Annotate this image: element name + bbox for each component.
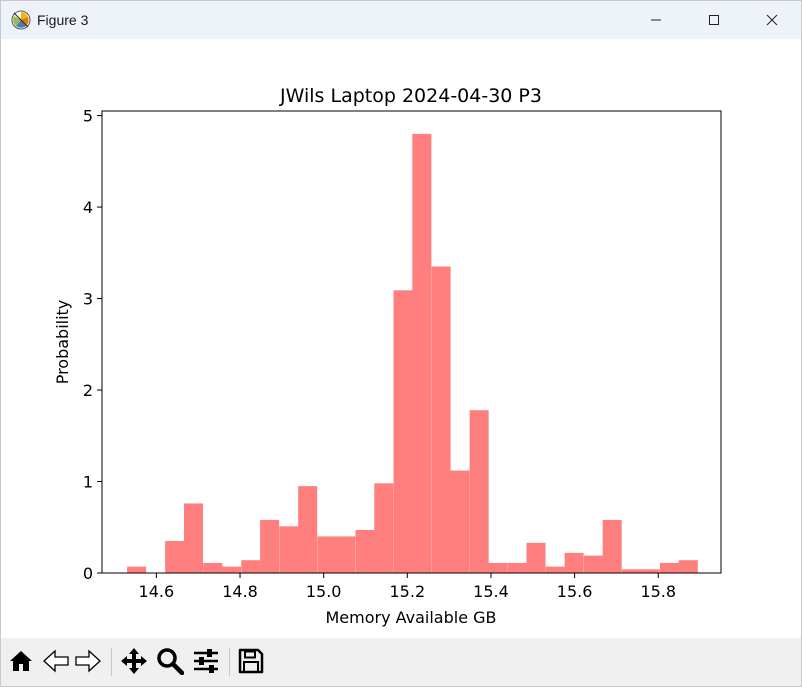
figure-canvas[interactable]: JWils Laptop 2024-04-30 P3 14.6 14.8 15.0 1… — [1, 39, 801, 638]
pan-icon — [121, 648, 147, 674]
histogram-bar — [659, 562, 679, 573]
histogram-bar — [507, 562, 527, 573]
histogram-bar — [678, 560, 698, 573]
histogram-bar — [621, 569, 641, 573]
histogram-bar — [640, 569, 660, 573]
back-icon — [43, 649, 69, 673]
toolbar-separator — [111, 648, 112, 676]
histogram-bar — [222, 566, 242, 573]
y-tick-label: 4 — [83, 198, 93, 217]
pan-button[interactable] — [119, 646, 149, 676]
x-tick-label: 14.6 — [139, 582, 175, 601]
minimize-button[interactable] — [627, 1, 685, 39]
histogram-bar — [393, 290, 413, 573]
maximize-button[interactable] — [685, 1, 743, 39]
histogram-bar — [602, 519, 622, 573]
y-tick-label: 5 — [83, 107, 93, 126]
zoom-button[interactable] — [155, 646, 185, 676]
y-tick-label: 0 — [83, 564, 93, 583]
x-axis-label: Memory Available GB — [325, 608, 496, 627]
histogram-bar — [431, 266, 451, 573]
x-tick-label: 15.4 — [473, 582, 509, 601]
histogram-bar — [298, 486, 318, 573]
maximize-icon — [709, 15, 719, 25]
histogram-bar — [469, 410, 489, 573]
configure-subplots-icon — [194, 649, 218, 673]
x-tick-label: 15.0 — [306, 582, 342, 601]
histogram-bar — [545, 566, 565, 573]
forward-button[interactable] — [73, 646, 103, 676]
plot-frame — [101, 110, 722, 574]
histogram-bar — [450, 470, 470, 573]
save-button[interactable] — [236, 646, 266, 676]
histogram-chart: JWils Laptop 2024-04-30 P3 14.6 14.8 15.0 1… — [53, 85, 722, 627]
histogram-bar — [583, 555, 603, 573]
y-tick-label: 1 — [83, 473, 93, 492]
histogram-bar — [241, 560, 261, 573]
back-button[interactable] — [41, 646, 71, 676]
histogram-bar — [260, 519, 280, 573]
toolbar-separator — [229, 648, 230, 676]
histogram-bar — [183, 503, 204, 573]
minimize-icon — [651, 19, 661, 21]
histogram-bar — [488, 562, 508, 573]
y-tick-label: 2 — [83, 381, 93, 400]
histogram-bar — [336, 536, 356, 573]
x-tick-label: 14.8 — [222, 582, 258, 601]
matplotlib-logo-icon — [11, 10, 31, 30]
y-axis-label: Probability — [53, 300, 72, 385]
forward-icon — [75, 649, 101, 673]
y-tick-label: 3 — [83, 290, 93, 309]
configure-subplots-button[interactable] — [191, 646, 221, 676]
close-button[interactable] — [743, 1, 801, 39]
chart-title: JWils Laptop 2024-04-30 P3 — [279, 85, 542, 107]
histogram-bar — [374, 483, 394, 573]
histogram-bar — [127, 566, 147, 573]
x-tick-label: 15.2 — [390, 582, 426, 601]
home-button[interactable] — [6, 646, 36, 676]
x-tick-label: 15.6 — [557, 582, 593, 601]
x-tick-label: 15.8 — [640, 582, 676, 601]
histogram-bar — [412, 133, 432, 573]
histogram-bar — [526, 542, 546, 573]
histogram-bar — [165, 540, 185, 573]
histogram-bar — [355, 530, 375, 573]
close-icon — [766, 14, 778, 26]
save-icon — [238, 648, 264, 674]
navigation-toolbar — [1, 638, 801, 686]
home-icon — [10, 651, 32, 671]
histogram-bar — [279, 526, 299, 573]
title-bar[interactable]: Figure 3 — [1, 1, 801, 39]
zoom-icon — [157, 648, 184, 675]
histogram-bar — [203, 562, 223, 573]
histogram-bar — [317, 536, 337, 573]
histogram-bar — [564, 552, 584, 573]
window-title: Figure 3 — [37, 12, 89, 28]
